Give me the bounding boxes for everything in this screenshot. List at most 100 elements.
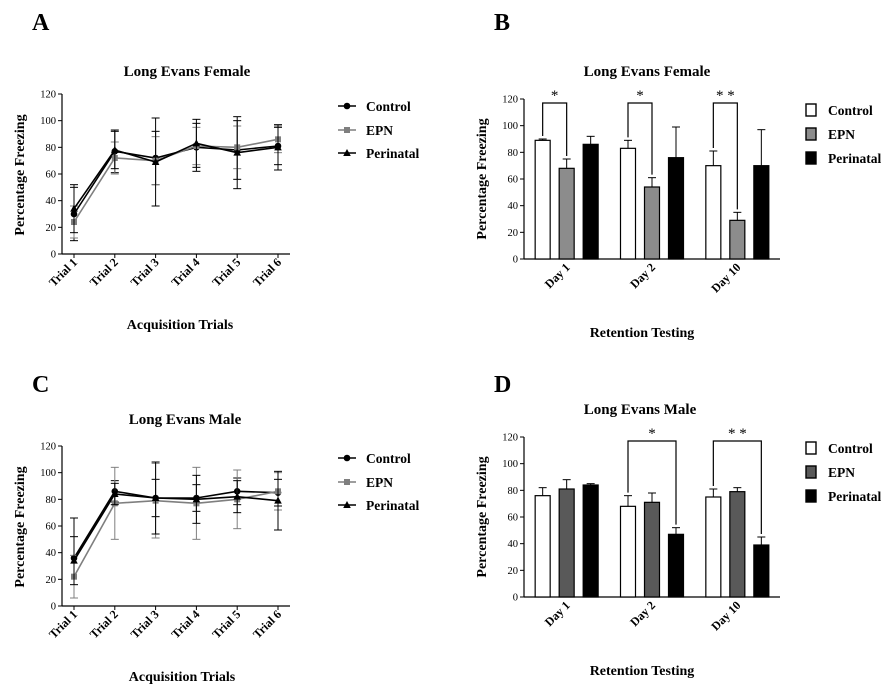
y-tick-label: 20 bbox=[46, 575, 57, 586]
x-tick-label: Day 10 bbox=[708, 598, 743, 633]
y-tick-label: 100 bbox=[40, 116, 56, 127]
data-point bbox=[151, 158, 160, 165]
legend-swatch bbox=[805, 103, 817, 117]
y-tick-label: 20 bbox=[508, 566, 519, 577]
significance-bracket bbox=[542, 102, 568, 156]
legend: Control EPN Perinatal bbox=[366, 451, 419, 513]
legend-label-perinatal: Perinatal bbox=[366, 498, 419, 513]
significance-bracket bbox=[712, 440, 762, 534]
panel-b: B Long Evans Female Retention Testing Pe… bbox=[475, 10, 881, 341]
x-tick-label: Trial 2 bbox=[87, 607, 121, 641]
legend-label-epn: EPN bbox=[828, 465, 855, 480]
legend-swatch-marker bbox=[343, 501, 351, 508]
bar bbox=[667, 157, 685, 260]
panel-a: A Long Evans Female Acquisition Trials P… bbox=[13, 10, 419, 333]
bar bbox=[667, 533, 685, 598]
y-tick-label: 60 bbox=[46, 522, 57, 533]
panel-letter: C bbox=[32, 372, 49, 398]
legend-swatch bbox=[805, 465, 817, 479]
y-tick-label: 40 bbox=[46, 196, 57, 207]
x-tick-label: Trial 4 bbox=[169, 255, 203, 289]
x-tick-label: Day 1 bbox=[542, 260, 573, 291]
series-epn bbox=[70, 462, 282, 599]
legend-swatch bbox=[805, 489, 817, 503]
legend-label-perinatal: Perinatal bbox=[366, 146, 419, 161]
y-tick-label: 0 bbox=[513, 255, 518, 266]
series-epn bbox=[558, 479, 746, 598]
panel-c: C Long Evans Male Acquisition Trials Per… bbox=[13, 372, 419, 685]
y-axis-label: Percentage Freezing bbox=[475, 456, 490, 577]
x-tick-label: Trial 3 bbox=[128, 255, 162, 289]
series-epn bbox=[70, 125, 282, 239]
x-tick-label: Trial 6 bbox=[250, 607, 284, 641]
plot-area: 0 20 40 60 80 100 120 Day 1 Day 2 Day 10 * * * * bbox=[502, 88, 817, 295]
series-perinatal bbox=[70, 461, 282, 586]
chart-title: Long Evans Male bbox=[584, 402, 697, 418]
legend: Control EPN Perinatal bbox=[828, 441, 881, 504]
series-line-epn bbox=[73, 490, 279, 578]
data-point bbox=[192, 495, 201, 503]
x-tick-label: Day 2 bbox=[627, 260, 658, 291]
y-tick-label: 60 bbox=[46, 170, 57, 181]
x-axis-label: Acquisition Trials bbox=[127, 318, 234, 333]
legend-label-control: Control bbox=[828, 103, 873, 118]
data-point bbox=[274, 143, 282, 151]
bar bbox=[643, 186, 661, 260]
x-tick-label: Trial 2 bbox=[87, 255, 121, 289]
bar bbox=[534, 139, 551, 260]
panel-letter: A bbox=[32, 10, 50, 36]
y-tick-label: 0 bbox=[513, 593, 518, 604]
x-tick-label: Day 1 bbox=[542, 598, 573, 629]
series-line-perinatal bbox=[73, 493, 279, 562]
legend-swatch-marker bbox=[343, 102, 351, 110]
legend-label-control: Control bbox=[828, 441, 873, 456]
y-axis-label: Percentage Freezing bbox=[13, 114, 28, 235]
data-point bbox=[111, 146, 119, 153]
data-point bbox=[192, 139, 201, 147]
legend-label-control: Control bbox=[366, 99, 411, 114]
data-point bbox=[70, 204, 78, 212]
bar bbox=[705, 496, 722, 598]
bar bbox=[534, 495, 551, 598]
y-tick-label: 120 bbox=[502, 433, 518, 444]
bar bbox=[558, 167, 575, 260]
legend-label-perinatal: Perinatal bbox=[828, 489, 881, 504]
x-tick-label: Trial 4 bbox=[169, 607, 203, 641]
significance-marker: * * bbox=[728, 426, 747, 442]
legend-swatch-marker bbox=[344, 479, 350, 485]
significance-marker: * bbox=[551, 88, 559, 104]
bar bbox=[729, 219, 746, 260]
legend-label-perinatal: Perinatal bbox=[828, 151, 881, 166]
y-tick-label: 100 bbox=[502, 459, 518, 470]
bar bbox=[729, 491, 746, 598]
y-tick-label: 60 bbox=[508, 175, 519, 186]
data-point bbox=[233, 148, 241, 156]
bar bbox=[558, 488, 575, 598]
y-tick-label: 0 bbox=[51, 602, 56, 613]
series-line-control bbox=[73, 145, 279, 215]
y-tick-label: 80 bbox=[46, 495, 57, 506]
x-axis-label: Acquisition Trials bbox=[129, 670, 236, 685]
bar bbox=[619, 147, 637, 260]
x-axis-label: Retention Testing bbox=[590, 326, 695, 341]
legend-swatch-marker bbox=[343, 454, 351, 462]
bar bbox=[753, 544, 770, 598]
y-tick-label: 120 bbox=[40, 90, 56, 101]
bar bbox=[582, 143, 599, 260]
significance-marker: * bbox=[648, 426, 656, 442]
y-tick-label: 80 bbox=[508, 148, 519, 159]
significance-bracket bbox=[627, 102, 653, 175]
data-point bbox=[70, 556, 78, 564]
legend: Control EPN Perinatal bbox=[828, 103, 881, 166]
chart-title: Long Evans Female bbox=[584, 64, 711, 80]
y-axis-label: Percentage Freezing bbox=[475, 118, 490, 239]
plot-area: 0 20 40 60 80 100 120 Day 1 Day 2 Day 10 * * * bbox=[502, 426, 817, 633]
x-tick-label: Trial 3 bbox=[128, 607, 162, 641]
series-epn bbox=[558, 158, 746, 260]
bar bbox=[619, 505, 637, 598]
significance-bracket bbox=[712, 102, 738, 210]
y-tick-label: 60 bbox=[508, 513, 519, 524]
y-tick-label: 80 bbox=[508, 486, 519, 497]
